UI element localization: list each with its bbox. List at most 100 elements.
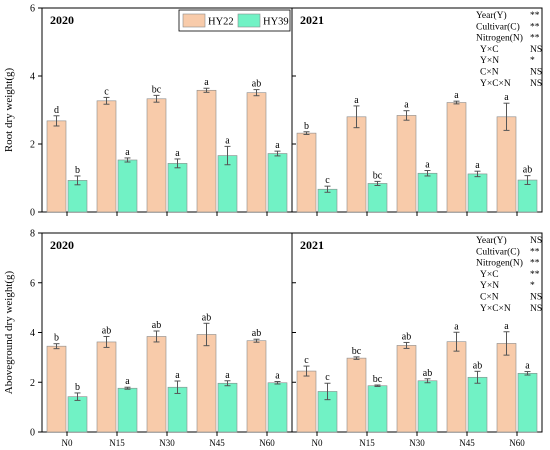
legend-label: HY39 bbox=[263, 17, 289, 28]
stat-label: Cultivar(C) bbox=[476, 21, 520, 32]
significance-letter: a bbox=[275, 371, 280, 382]
significance-letter: bc bbox=[373, 170, 383, 181]
significance-letter: ab bbox=[473, 360, 482, 371]
bar bbox=[346, 357, 367, 433]
stat-value: ** bbox=[530, 259, 540, 269]
stat-value: NS bbox=[530, 68, 542, 78]
x-tick-label: N15 bbox=[109, 438, 125, 448]
legend-swatch bbox=[182, 13, 206, 28]
significance-letter: a bbox=[125, 147, 130, 158]
legend-swatch bbox=[237, 13, 261, 28]
bar bbox=[496, 343, 517, 433]
x-tick-label: N15 bbox=[359, 438, 375, 448]
y-tick-label: 0 bbox=[30, 208, 35, 219]
stat-label: Year(Y) bbox=[476, 10, 507, 21]
significance-letter: a bbox=[175, 370, 180, 381]
stat-label: C×N bbox=[480, 293, 499, 303]
stat-label: C×N bbox=[480, 68, 499, 78]
legend-label: HY22 bbox=[208, 17, 234, 28]
stat-label: Y×C bbox=[480, 270, 499, 280]
bar bbox=[217, 382, 238, 433]
stat-label: Nitrogen(N) bbox=[476, 33, 523, 44]
bar bbox=[96, 100, 117, 213]
y-axis-label: Root dry weight(g) bbox=[3, 68, 15, 153]
bar bbox=[467, 173, 488, 213]
bar bbox=[117, 159, 138, 213]
significance-letter: a bbox=[504, 321, 509, 332]
significance-letter: ab bbox=[423, 368, 432, 379]
bar bbox=[496, 116, 517, 213]
significance-letter: a bbox=[204, 77, 209, 88]
stat-value: NS bbox=[530, 236, 542, 246]
x-tick-label: N45 bbox=[209, 438, 225, 448]
chart-aboveground: 0 2 4 6 8 Aboveground dry weight(g) 2020 N0 b b N1… bbox=[3, 229, 543, 448]
significance-letter: bc bbox=[352, 346, 362, 357]
bar bbox=[96, 341, 117, 433]
legend: HY22 HY39 bbox=[178, 9, 291, 32]
significance-letter: c bbox=[325, 372, 330, 383]
bar bbox=[467, 376, 488, 433]
significance-letter: d bbox=[54, 105, 59, 116]
stat-value: * bbox=[530, 56, 535, 66]
stat-value: ** bbox=[530, 270, 540, 280]
significance-letter: a bbox=[454, 321, 459, 332]
significance-letter: a bbox=[525, 361, 530, 372]
bar bbox=[146, 98, 167, 213]
significance-letter: c bbox=[104, 86, 109, 97]
panel-year-label: 2020 bbox=[50, 13, 74, 27]
significance-letter: a bbox=[404, 100, 409, 111]
significance-letter: a bbox=[504, 92, 509, 103]
stat-value: ** bbox=[530, 11, 540, 21]
significance-letter: ab bbox=[102, 325, 111, 336]
significance-letter: b bbox=[54, 333, 59, 344]
bar bbox=[167, 163, 188, 213]
bar bbox=[46, 120, 67, 213]
panel-year-label: 2020 bbox=[50, 238, 74, 252]
y-tick-label: 8 bbox=[30, 229, 35, 240]
significance-letter: bc bbox=[152, 84, 162, 95]
bar bbox=[246, 92, 267, 213]
stat-label: Y×N bbox=[480, 281, 499, 291]
bar bbox=[346, 116, 367, 213]
significance-letter: a bbox=[225, 135, 230, 146]
y-tick-label: 6 bbox=[30, 278, 35, 289]
bar bbox=[296, 370, 317, 433]
bar bbox=[246, 340, 267, 433]
significance-letter: ab bbox=[402, 331, 411, 342]
significance-letter: c bbox=[325, 175, 330, 186]
stat-label: Y×C bbox=[480, 45, 499, 55]
significance-letter: bc bbox=[373, 374, 383, 385]
significance-letter: a bbox=[175, 148, 180, 159]
x-tick-label: N0 bbox=[312, 438, 323, 448]
bar bbox=[367, 183, 388, 213]
y-tick-label: 2 bbox=[30, 378, 35, 389]
y-tick-label: 2 bbox=[30, 140, 35, 151]
stat-value: NS bbox=[530, 293, 542, 303]
significance-letter: a bbox=[275, 140, 280, 151]
legend-box bbox=[178, 9, 291, 32]
significance-letter: a bbox=[354, 95, 359, 106]
bar bbox=[196, 334, 217, 433]
y-tick-label: 6 bbox=[30, 4, 35, 15]
x-tick-label: N60 bbox=[259, 438, 275, 448]
significance-letter: ab bbox=[202, 312, 211, 323]
significance-letter: a bbox=[425, 160, 430, 171]
bar bbox=[267, 153, 288, 213]
bar bbox=[396, 115, 417, 213]
significance-letter: b bbox=[75, 165, 80, 176]
significance-letter: a bbox=[225, 370, 230, 381]
bar bbox=[367, 385, 388, 433]
bar bbox=[267, 382, 288, 433]
significance-letter: ab bbox=[152, 320, 161, 331]
x-tick-label: N60 bbox=[509, 438, 525, 448]
significance-letter: b bbox=[304, 121, 309, 132]
x-tick-label: N30 bbox=[159, 438, 175, 448]
y-tick-label: 4 bbox=[30, 328, 35, 339]
x-tick-label: N45 bbox=[459, 438, 475, 448]
bar bbox=[417, 172, 438, 213]
bar bbox=[396, 345, 417, 433]
y-axis-label: Aboveground dry weight(g) bbox=[3, 270, 15, 394]
y-tick-label: 0 bbox=[30, 428, 35, 439]
bar bbox=[517, 372, 538, 433]
